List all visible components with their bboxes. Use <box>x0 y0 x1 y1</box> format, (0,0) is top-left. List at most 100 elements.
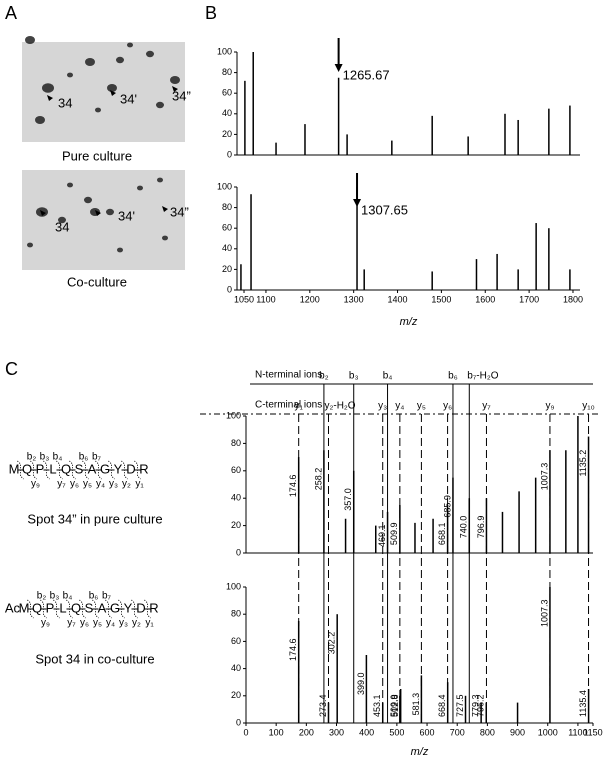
x-tick-label: 500 <box>389 727 404 737</box>
x-tick-label: 1100 <box>256 294 275 304</box>
peak-label: 302.2 <box>327 632 337 655</box>
residue: G <box>110 600 120 615</box>
x-tick-label: 1700 <box>519 294 539 304</box>
peak-label: 174.6 <box>288 638 298 661</box>
residue: Q <box>22 461 32 476</box>
b-ion: b₆ <box>79 452 89 463</box>
ion-label: b₃ <box>349 371 359 382</box>
gel-spot <box>67 72 73 78</box>
panel-label: B <box>205 3 217 23</box>
x-tick-label: 200 <box>299 727 314 737</box>
gel-spot <box>25 36 35 44</box>
arrow-head <box>353 199 362 207</box>
gel-spot <box>107 84 117 92</box>
cleavage <box>40 599 47 619</box>
y-tick-label: 60 <box>222 88 232 98</box>
cleavage <box>69 460 76 480</box>
residue: L <box>49 461 56 476</box>
peak-label: 509.9 <box>389 523 399 546</box>
ion-label: b₇-H₂O <box>467 371 498 382</box>
gel-spot <box>162 235 168 241</box>
cleavage <box>131 599 138 619</box>
peak-label: 512.6 <box>390 694 400 717</box>
y-ion: y₆ <box>80 618 89 629</box>
ion-label: b₄ <box>383 371 393 382</box>
peak-label: 581.3 <box>411 693 421 716</box>
x-tick-label: 1100 <box>568 727 587 737</box>
y-ion: y₆ <box>70 479 79 490</box>
ion-header: C-terminal ions <box>255 400 322 411</box>
cleavage <box>108 460 115 480</box>
b-ion: b₃ <box>40 452 50 463</box>
y-ion: y₇ <box>67 618 76 629</box>
gel-spot <box>127 42 133 48</box>
peak-label: 727.5 <box>455 694 465 717</box>
gel-spot <box>27 242 33 248</box>
x-tick-label: 100 <box>269 727 284 737</box>
peak-label: 668.4 <box>437 694 447 717</box>
x-tick-label: 300 <box>329 727 344 737</box>
ion-label: y₃ <box>378 401 387 412</box>
residue: M <box>9 461 20 476</box>
y-ion: y₄ <box>106 618 115 629</box>
peak-label: 453.1 <box>372 694 382 717</box>
y-ion: y₅ <box>83 479 92 490</box>
b-ion: b₄ <box>53 452 63 463</box>
gel-spot <box>35 116 45 124</box>
residue: D <box>136 600 145 615</box>
ion-label: y₉ <box>545 401 554 412</box>
y-tick-label: 40 <box>231 663 241 673</box>
gel-spot <box>137 185 143 191</box>
b-ion: b₆ <box>89 591 99 602</box>
gel-spot <box>146 50 154 58</box>
b-ion: b₇ <box>92 452 102 463</box>
x-tick-label: 1200 <box>300 294 320 304</box>
sequence-caption: Spot 34 in co-culture <box>35 651 154 666</box>
peak-annotation: 1307.65 <box>361 202 408 217</box>
residue: P <box>46 600 55 615</box>
gel-spot <box>84 196 92 204</box>
residue: Y <box>114 461 123 476</box>
x-tick-label: 700 <box>450 727 465 737</box>
b-ion: b₂ <box>37 591 47 602</box>
peak-label: 740.0 <box>459 516 469 539</box>
b-ion: b₇ <box>102 591 112 602</box>
peak-label: 1135.2 <box>578 450 588 477</box>
cleavage <box>79 599 86 619</box>
x-tick-label: 1400 <box>388 294 408 304</box>
gel-image <box>22 170 185 270</box>
peak-label: 174.6 <box>288 475 298 498</box>
residue: A <box>98 600 107 615</box>
x-tick-label: 600 <box>420 727 435 737</box>
peak-label: 779.3 <box>471 694 481 717</box>
y-tick-label: 0 <box>227 149 232 159</box>
y-tick-label: 20 <box>231 690 241 700</box>
ion-label: y₁₀ <box>582 401 595 412</box>
gel-spot <box>85 58 95 66</box>
x-tick-label: 1800 <box>563 294 583 304</box>
seq-prefix: Ac <box>5 600 21 615</box>
y-tick-label: 20 <box>222 264 232 274</box>
residue: S <box>75 461 84 476</box>
panel-label: C <box>5 359 18 379</box>
spot-label: 34” <box>172 88 191 103</box>
spot-label: 34 <box>58 95 72 110</box>
cleavage <box>30 460 37 480</box>
gel-spot <box>95 107 101 113</box>
y-tick-label: 40 <box>231 493 241 503</box>
y-tick-label: 80 <box>231 609 241 619</box>
ion-label: y₂-H₂O <box>324 401 355 412</box>
ion-label: y₇ <box>482 401 491 412</box>
peak-label: 796.2 <box>476 694 486 717</box>
x-tick-label: 1000 <box>538 727 558 737</box>
ion-header: N-terminal ions <box>255 370 322 381</box>
residue: A <box>88 461 97 476</box>
y-tick-label: 20 <box>222 129 232 139</box>
spot-arrow <box>110 90 116 96</box>
peak-label: 469.1 <box>377 524 387 547</box>
cleavage <box>134 460 141 480</box>
peak-label: 509.9 <box>389 694 399 717</box>
cleavage <box>121 460 128 480</box>
x-tick-label: 1050 <box>234 294 254 304</box>
